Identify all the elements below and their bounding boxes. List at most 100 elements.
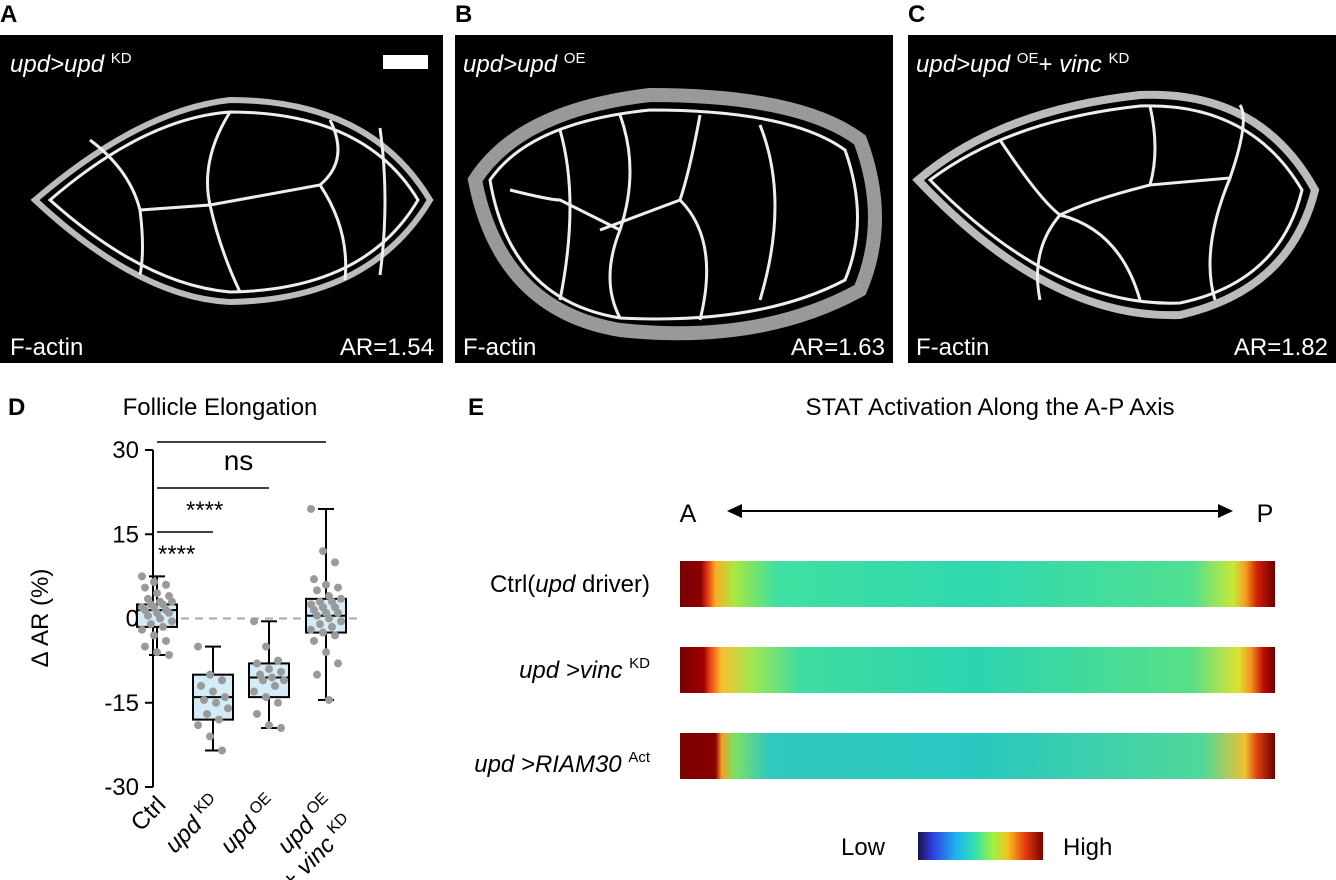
data-point — [334, 608, 342, 617]
data-point — [153, 589, 161, 598]
x-tick-label: updKD — [158, 790, 227, 859]
heatmap-row — [680, 561, 1275, 607]
data-point — [165, 651, 173, 660]
data-point — [250, 617, 258, 626]
y-tick-label: 30 — [112, 437, 139, 464]
data-point — [277, 724, 285, 733]
data-point — [259, 676, 267, 685]
row-label: upd >RIAM30 Act — [474, 749, 651, 778]
label-part: OE — [246, 790, 274, 818]
data-point — [310, 575, 318, 584]
data-point — [206, 732, 214, 741]
data-point — [313, 670, 321, 679]
y-tick-label: -15 — [104, 690, 139, 717]
data-point — [319, 547, 327, 556]
data-point — [307, 625, 315, 634]
ap-arrow — [727, 504, 1233, 518]
data-point — [162, 636, 170, 645]
genotype: upd>upd KD — [10, 50, 132, 78]
micrograph — [0, 35, 443, 363]
legend-low: Low — [841, 834, 886, 861]
data-point — [331, 631, 339, 640]
data-point — [224, 704, 232, 713]
data-point — [141, 583, 149, 592]
significance-label: **** — [186, 497, 223, 524]
y-tick-label: 15 — [112, 521, 139, 548]
data-point — [313, 611, 321, 620]
data-point — [212, 698, 220, 707]
significance-label: ns — [224, 445, 254, 476]
axis-end-label: P — [1257, 500, 1274, 528]
egg-chamber — [467, 87, 882, 341]
aspect-ratio: AR=1.63 — [791, 334, 885, 361]
data-point — [209, 687, 217, 696]
egg-chamber — [912, 90, 1320, 320]
micrograph — [455, 35, 893, 363]
aspect-ratio: AR=1.54 — [340, 334, 434, 361]
data-point — [138, 572, 146, 581]
data-point — [168, 617, 176, 626]
data-point — [150, 577, 158, 586]
data-point — [313, 586, 321, 595]
data-point — [334, 583, 342, 592]
stain: F-actin — [916, 334, 989, 361]
data-point — [325, 614, 333, 623]
panel-c: C upd>upd OE+ vinc KD F-actin AR=1.82 — [908, 1, 1336, 363]
data-point — [328, 622, 336, 631]
data-point — [316, 620, 324, 629]
row-label: Ctrl(upd driver) — [490, 571, 650, 598]
genotype: upd>upd OE — [463, 50, 585, 78]
data-point — [165, 608, 173, 617]
data-point — [277, 667, 285, 676]
panel-letter: C — [908, 1, 925, 28]
stain: F-actin — [463, 334, 536, 361]
data-point — [262, 642, 270, 651]
data-point — [153, 648, 161, 657]
data-point — [203, 709, 211, 718]
legend-high: High — [1063, 834, 1112, 861]
data-point — [307, 504, 315, 513]
data-point — [194, 721, 202, 730]
panel-letter: A — [0, 1, 17, 28]
data-point — [144, 611, 152, 620]
color-legend — [918, 832, 1043, 860]
data-point — [159, 622, 167, 631]
data-point — [310, 636, 318, 645]
row-label: upd >vinc KD — [519, 655, 650, 684]
panel-e: E STAT Activation Along the A-P Axis A P… — [468, 394, 1275, 861]
panel-letter: B — [455, 1, 472, 28]
data-point — [162, 580, 170, 589]
data-point — [337, 594, 345, 603]
y-axis-label: Δ AR (%) — [27, 569, 54, 668]
data-point — [334, 659, 342, 668]
data-point — [221, 693, 229, 702]
heatmap-row — [680, 647, 1275, 693]
y-tick-label: 0 — [126, 606, 139, 633]
data-point — [265, 665, 273, 674]
data-point — [200, 695, 208, 704]
data-point — [150, 631, 158, 640]
x-tick-label: updOE — [214, 790, 283, 859]
label-part: KD — [191, 790, 219, 818]
data-point — [274, 698, 282, 707]
panel-letter: D — [8, 394, 25, 421]
data-point — [206, 670, 214, 679]
data-point — [218, 746, 226, 755]
data-point — [331, 558, 339, 567]
axis-end-label: A — [680, 500, 697, 528]
data-point — [194, 642, 202, 651]
data-point — [271, 681, 279, 690]
label-part: OE — [303, 790, 331, 818]
chart-title: Follicle Elongation — [123, 394, 318, 421]
data-point — [168, 597, 176, 606]
data-point — [322, 580, 330, 589]
data-point — [253, 659, 261, 668]
data-point — [337, 617, 345, 626]
heatmap-row — [680, 733, 1275, 779]
label-part: upd — [215, 811, 263, 859]
significance-label: **** — [158, 541, 195, 568]
label-part: KD — [324, 810, 352, 838]
data-point — [156, 614, 164, 623]
y-tick-label: -30 — [104, 774, 139, 801]
